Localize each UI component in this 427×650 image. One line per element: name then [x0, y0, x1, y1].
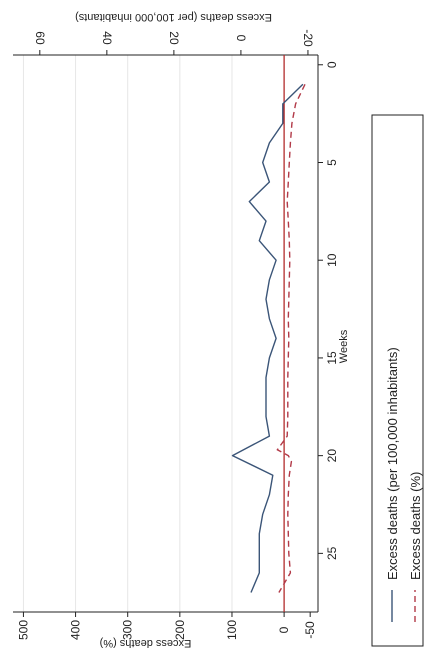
left-y-tick-label: 400: [69, 620, 83, 640]
right-y-tick-label: -20: [301, 29, 315, 47]
legend-label: Excess deaths (per 100,000 inhabitants): [385, 347, 400, 580]
left-y-tick-label: 100: [225, 620, 239, 640]
x-tick-label: 10: [325, 253, 339, 267]
left-y-tick-label: 0: [277, 626, 291, 633]
legend-box: [371, 114, 424, 647]
left-y-tick-label: 300: [121, 620, 135, 640]
left-y-tick-label: -50: [303, 621, 317, 639]
series-line-percent: [276, 83, 306, 593]
left-y-tick-label: 500: [16, 620, 30, 640]
x-tick-label: 5: [325, 159, 339, 166]
legend-label: Excess deaths (%): [408, 472, 423, 580]
x-tick-label: 25: [325, 546, 339, 560]
left-y-tick-label: 200: [173, 620, 187, 640]
right-y-tick-label: 60: [33, 31, 47, 45]
right-y-tick-label: 0: [234, 35, 248, 42]
x-tick-label: 15: [325, 351, 339, 365]
series-line-per-100k: [231, 83, 304, 593]
x-axis-title: Weeks: [338, 329, 350, 363]
right-y-tick-label: 20: [167, 31, 181, 45]
x-tick-label: 20: [325, 449, 339, 463]
x-tick-label: 0: [325, 61, 339, 68]
right-y-axis-title: Excess deaths (per 100,000 inhabitants): [75, 11, 272, 23]
left-y-axis-title: Excess deaths (%): [100, 637, 192, 649]
right-y-tick-label: 40: [100, 31, 114, 45]
